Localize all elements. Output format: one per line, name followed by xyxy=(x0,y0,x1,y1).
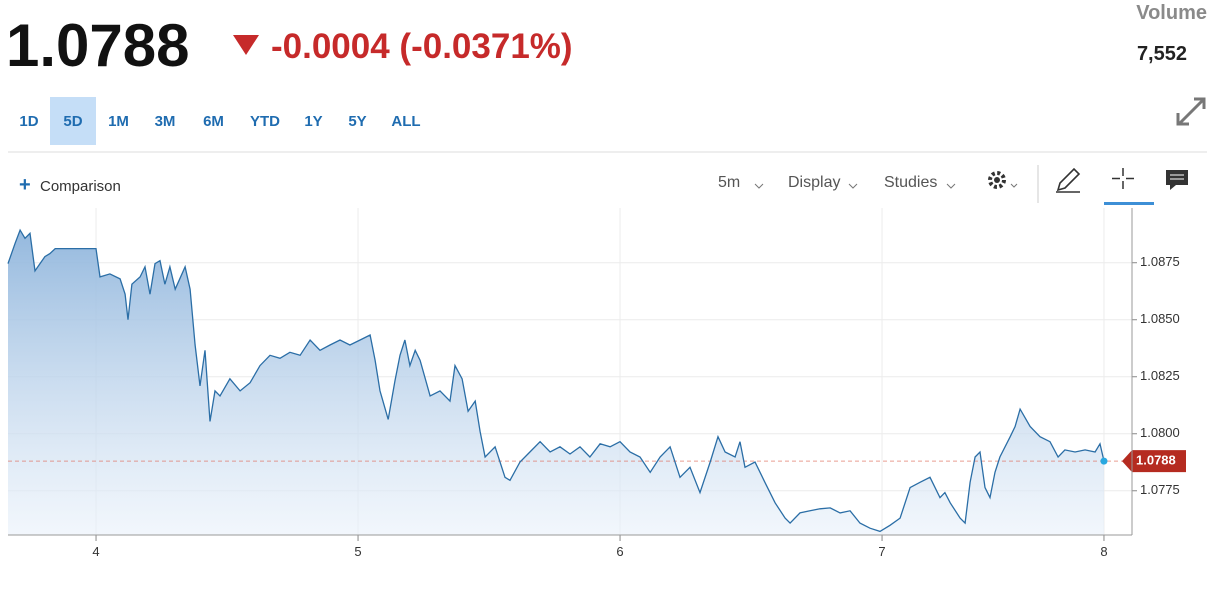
comment-icon xyxy=(1166,170,1188,190)
x-tick-label: 5 xyxy=(354,544,361,559)
chevron xyxy=(754,183,764,189)
x-tick-label: 7 xyxy=(878,544,885,559)
range-label: ALL xyxy=(391,113,420,130)
chevron xyxy=(1010,183,1018,188)
range-button[interactable]: 5Y xyxy=(348,113,366,130)
x-tick-label: 6 xyxy=(616,544,623,559)
range-button[interactable]: 1M xyxy=(108,113,129,130)
y-tick-label: 1.0775 xyxy=(1140,482,1180,497)
interval-button[interactable]: 5m xyxy=(718,174,764,191)
y-tick-label: 1.0825 xyxy=(1140,368,1180,383)
y-tick-label: 1.0800 xyxy=(1140,425,1180,440)
plus-icon: + xyxy=(19,174,31,196)
chevron xyxy=(848,183,858,189)
range-selected-bg xyxy=(50,97,96,145)
range-button[interactable]: 1Y xyxy=(304,113,322,130)
range-button[interactable]: 5D xyxy=(50,97,96,145)
range-label: 5D xyxy=(63,113,82,130)
studies-button[interactable]: Studies xyxy=(884,174,956,191)
expand-icon[interactable] xyxy=(1176,97,1206,126)
gear-icon xyxy=(988,171,1006,189)
comparison-label: Comparison xyxy=(40,178,121,195)
comment-button[interactable] xyxy=(1166,170,1188,190)
price: 1.0788 xyxy=(6,12,190,79)
y-tick-label: 1.0850 xyxy=(1140,311,1180,326)
last-price-label: 1.0788 xyxy=(1136,453,1176,468)
range-label: 1M xyxy=(108,113,129,130)
volume-label: Volume xyxy=(1136,2,1207,24)
range-label: 1Y xyxy=(304,113,322,130)
down-arrow xyxy=(233,35,259,55)
range-button[interactable]: 1D xyxy=(19,113,38,130)
active-tool-indicator xyxy=(1104,202,1154,205)
area-fill xyxy=(8,230,1104,535)
studies-label: Studies xyxy=(884,174,937,191)
range-label: 1D xyxy=(19,113,38,130)
comparison-button[interactable]: + Comparison xyxy=(19,174,121,196)
range-label: 3M xyxy=(155,113,176,130)
range-label: 6M xyxy=(203,113,224,130)
range-button[interactable]: 3M xyxy=(155,113,176,130)
chart: 4 5 6 7 8 1.0775 1.0800 1.0825 1.0850 1.0875 1.078… xyxy=(7,208,1186,559)
range-button[interactable]: YTD xyxy=(250,113,280,130)
chevron xyxy=(946,183,956,189)
price-line xyxy=(7,228,1105,533)
display-button[interactable]: Display xyxy=(788,174,858,191)
gear-hub xyxy=(994,177,1000,183)
interval-label: 5m xyxy=(718,174,740,191)
range-label: YTD xyxy=(250,113,280,130)
x-tick-label: 4 xyxy=(92,544,99,559)
price-change: -0.0004 (-0.0371%) xyxy=(271,27,573,66)
last-price-tag xyxy=(1122,450,1186,473)
range-button[interactable]: 6M xyxy=(203,113,224,130)
last-point xyxy=(1100,457,1108,465)
volume: 7,552 xyxy=(1137,43,1187,65)
x-tick-label: 8 xyxy=(1100,544,1107,559)
range-button[interactable]: ALL xyxy=(391,113,420,130)
display-label: Display xyxy=(788,174,840,191)
crosshair-button[interactable] xyxy=(1112,168,1134,189)
y-tick-label: 1.0875 xyxy=(1140,254,1180,269)
range-bar: 1D 5D 1M 3M 6M YTD 1Y 5Y ALL xyxy=(19,97,421,145)
range-label: 5Y xyxy=(348,113,366,130)
settings-button[interactable] xyxy=(988,171,1018,189)
draw-button[interactable] xyxy=(1056,167,1081,193)
